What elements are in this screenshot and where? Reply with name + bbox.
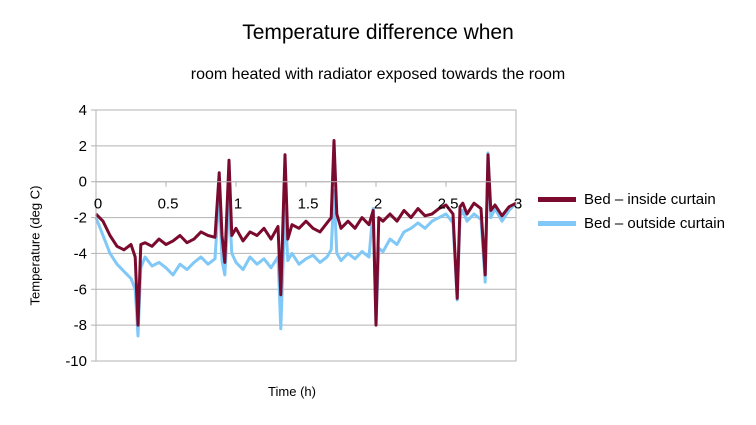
legend-label-outside: Bed – outside curtain <box>584 214 725 232</box>
y-tick-label: -6 <box>74 281 87 298</box>
y-tick-label: -10 <box>65 353 87 370</box>
legend-label-inside: Bed – inside curtain <box>584 190 716 208</box>
x-tick-label: 2.5 <box>438 196 459 213</box>
plot-border <box>95 109 517 362</box>
series-line-inside <box>94 139 517 327</box>
series-line-outside <box>94 151 518 338</box>
legend-item-outside: Bed – outside curtain <box>538 213 725 233</box>
y-tick-label: 4 <box>79 102 87 119</box>
y-tick-label: -4 <box>74 245 87 262</box>
x-tick-label: 0 <box>94 196 102 213</box>
x-tick-label: 3 <box>514 196 522 213</box>
x-tick-label: 0.5 <box>158 196 179 213</box>
y-tick-label: -8 <box>74 317 87 334</box>
series-lines <box>94 139 518 338</box>
legend-swatch-outside <box>538 220 576 226</box>
axes <box>91 109 517 362</box>
tick-labels: 4 2 0 -2 -4 -6 -8 -10 0 0.5 1 1.5 2 2.5 3 <box>65 102 522 370</box>
y-tick-label: 0 <box>79 174 87 191</box>
x-tick-label: 1.5 <box>298 196 319 213</box>
y-tick-label: 2 <box>79 138 87 155</box>
legend-swatch-inside <box>538 196 576 202</box>
chart-subtitle: room heated with radiator exposed toward… <box>190 66 566 83</box>
y-axis-label: Temperature (deg C) <box>27 185 43 306</box>
x-axis-label: Time (h) <box>268 384 316 399</box>
x-tick-label: 2 <box>374 196 382 213</box>
x-tick-label: 1 <box>234 196 242 213</box>
y-tick-label: -2 <box>74 210 87 227</box>
legend-item-inside: Bed – inside curtain <box>538 189 716 209</box>
chart-title: Temperature difference when <box>242 21 514 44</box>
